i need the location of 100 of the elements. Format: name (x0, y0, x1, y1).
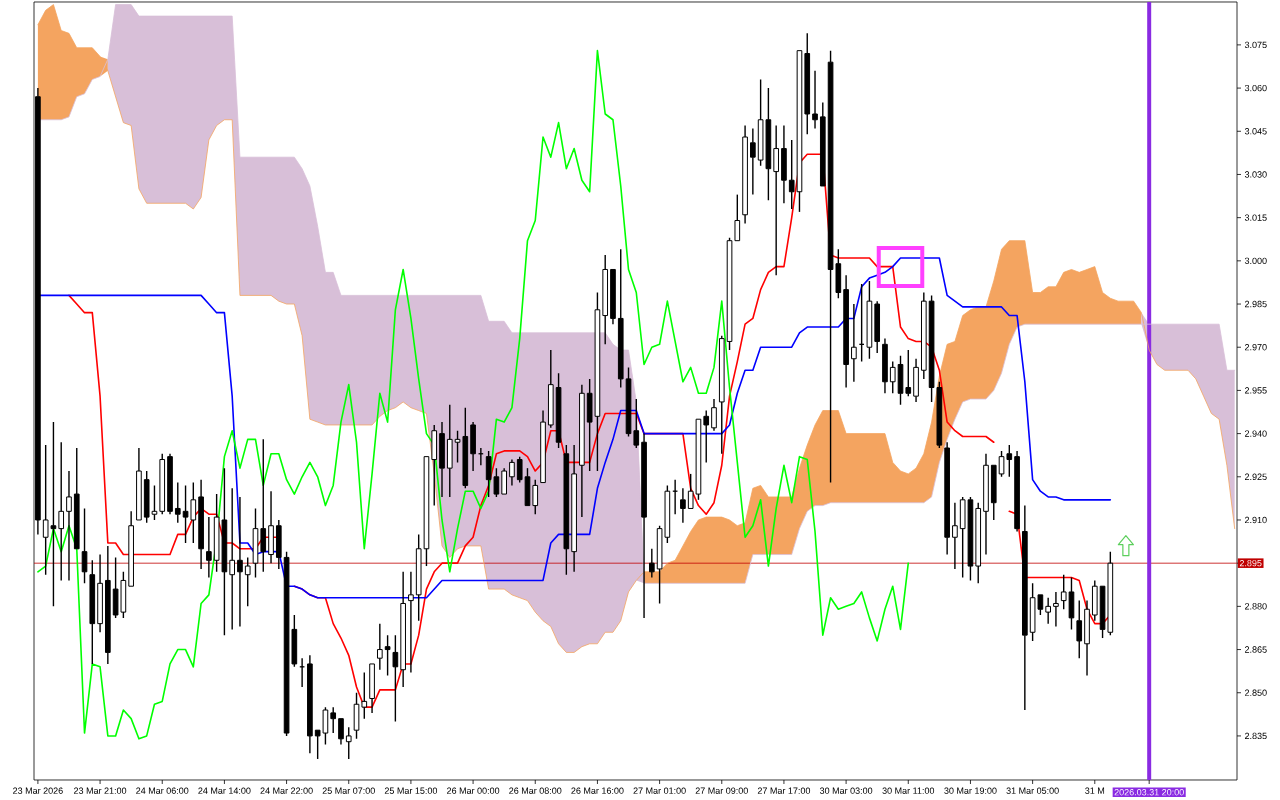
x-tick-label: 30 Mar 03:00 (819, 787, 873, 794)
candlestick (167, 453, 173, 515)
candlestick (470, 421, 476, 472)
x-tick-label: 24 Mar 22:00 (260, 787, 313, 794)
candlestick (338, 718, 344, 746)
candlestick (377, 622, 383, 671)
candlestick (547, 349, 554, 429)
candlestick (983, 453, 989, 556)
x-tick-label: 26 Mar 16:00 (571, 787, 624, 794)
candlestick (781, 124, 787, 204)
candlestick (400, 571, 406, 688)
x-tick-label: 31 Mar 05:00 (1006, 787, 1059, 794)
candlestick (866, 280, 873, 360)
candlestick (229, 487, 236, 631)
candlestick (617, 248, 624, 389)
x-tick-label: 25 Mar 07:00 (322, 787, 375, 794)
y-tick-label: 2.850 (1244, 689, 1267, 696)
x-tick-label: 26 Mar 00:00 (447, 787, 500, 794)
y-tick-label: 3.045 (1244, 128, 1267, 135)
y-tick-label: 3.015 (1244, 214, 1267, 221)
candlestick (307, 654, 313, 754)
candlestick (703, 409, 710, 464)
candlestick (275, 519, 282, 570)
candlestick (975, 502, 982, 585)
candlestick (446, 404, 453, 498)
candlestick (750, 127, 756, 196)
candlestick (392, 634, 399, 723)
x-tick-label: 24 Mar 06:00 (136, 787, 189, 794)
y-tick-label: 2.910 (1244, 516, 1267, 524)
y-tick-label: 3.075 (1244, 41, 1267, 49)
candlestick (105, 545, 111, 665)
y-tick-label: 3.030 (1244, 171, 1267, 178)
candlestick (571, 444, 577, 573)
x-tick-label: 27 Mar 01:00 (633, 787, 686, 794)
candlestick (1084, 599, 1090, 677)
candlestick (439, 421, 445, 498)
ref-line-label: 2.895 (1239, 559, 1262, 567)
x-tick-label: 30 Mar 11:00 (882, 787, 935, 794)
candlestick (641, 432, 647, 619)
x-tick-label: 23 Mar 2026 (13, 787, 63, 794)
candlestick (509, 458, 515, 487)
y-tick-label: 2.880 (1244, 603, 1267, 610)
y-tick-label: 2.835 (1244, 732, 1267, 740)
candlestick (244, 556, 251, 608)
candlestick (555, 372, 562, 449)
candlestick (874, 300, 881, 354)
candlestick (345, 726, 352, 760)
x-tick-label: 31 M (1085, 787, 1105, 794)
candlestick (913, 358, 919, 403)
candlestick (843, 274, 849, 389)
y-tick-label: 3.060 (1244, 84, 1267, 92)
candlestick (66, 470, 72, 582)
y-tick-label: 2.985 (1244, 300, 1267, 308)
x-tick-label: 2026.03.31 20:00 (1114, 789, 1184, 796)
x-tick-label: 26 Mar 08:00 (509, 787, 562, 794)
candlestick (633, 398, 640, 449)
candlestick (649, 548, 655, 579)
y-tick-label: 2.970 (1244, 344, 1267, 351)
candlestick (1076, 599, 1083, 659)
candlestick (330, 706, 337, 734)
candlestick (804, 32, 811, 135)
candlestick (237, 496, 243, 628)
x-tick-label: 25 Mar 15:00 (384, 787, 438, 794)
candlestick (260, 438, 267, 573)
candlestick (128, 510, 134, 587)
candlestick (81, 507, 88, 585)
candlestick (944, 441, 950, 556)
x-tick-label: 30 Mar 19:00 (944, 787, 997, 794)
candlestick (97, 553, 103, 633)
candlestick (431, 424, 438, 507)
candlestick (711, 398, 717, 432)
line-series (37, 49, 910, 740)
candlestick (174, 481, 181, 524)
candlestick (408, 571, 414, 674)
y-tick-label: 3.000 (1244, 257, 1267, 265)
x-tick-label: 27 Mar 09:00 (695, 787, 748, 794)
candlestick (369, 663, 375, 714)
x-tick-label: 24 Mar 14:00 (198, 787, 251, 794)
candlestick (563, 444, 570, 576)
x-tick-label: 27 Mar 17:00 (757, 787, 811, 794)
y-tick-label: 2.955 (1244, 387, 1267, 394)
candlestick (812, 70, 818, 130)
candlestick (501, 467, 507, 495)
x-tick-label: 23 Mar 21:00 (74, 787, 127, 794)
candlestick (680, 487, 686, 524)
candlestick (540, 409, 546, 484)
candlestick (1045, 597, 1051, 625)
y-tick-label: 2.865 (1244, 646, 1267, 653)
candlestick (73, 447, 80, 550)
candlestick (882, 337, 888, 394)
candlestick (58, 441, 65, 582)
candlestick (602, 254, 609, 346)
candlestick (905, 349, 912, 397)
candlestick (89, 559, 96, 665)
candlestick (198, 478, 204, 570)
candlestick (384, 634, 391, 677)
candlestick (206, 516, 212, 579)
candlestick (1014, 450, 1020, 533)
candlestick (742, 124, 748, 225)
candlestick (773, 124, 779, 276)
